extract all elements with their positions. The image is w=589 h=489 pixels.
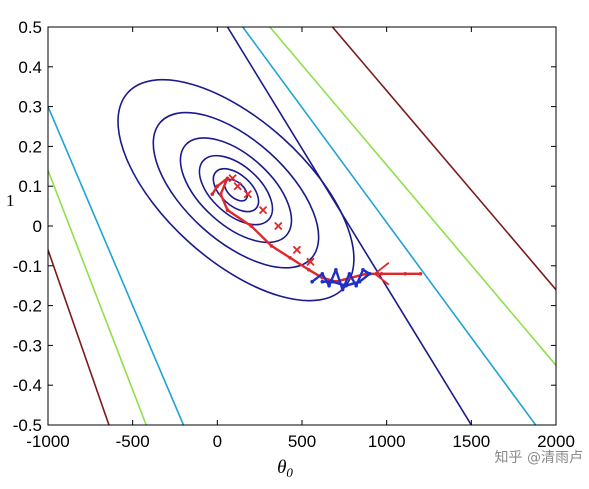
y-tick-label: 0.5 bbox=[18, 18, 42, 37]
path-point-1-0 bbox=[210, 192, 215, 196]
y-tick-label: -0.3 bbox=[13, 336, 42, 355]
contour-line-upper-right-6 bbox=[331, 27, 556, 291]
y-axis-label-fragment: 1 bbox=[6, 191, 15, 210]
contour-line-upper-right-5 bbox=[269, 27, 556, 366]
path-line-1 bbox=[211, 176, 422, 283]
path-point-1-1 bbox=[215, 184, 220, 188]
contour-ellipse-3 bbox=[179, 137, 293, 244]
y-axis-ticks: 0.5 0.4 0.3 0.2 0.1 0 -0.1 -0.2 -0.3 -0.4 -0.5 bbox=[13, 18, 556, 435]
y-tick-label: -0.5 bbox=[13, 416, 42, 435]
path-point-1-6 bbox=[269, 244, 274, 248]
x-tick-label: -500 bbox=[116, 432, 150, 451]
contour-line-lower-left-2 bbox=[48, 249, 110, 425]
x-tick-label: 2000 bbox=[537, 432, 575, 451]
x-axis-label: θ0 bbox=[277, 457, 293, 480]
path-point-2-7 bbox=[361, 267, 365, 272]
x-marker-3 bbox=[258, 205, 268, 215]
path-point-1-5 bbox=[249, 224, 253, 228]
path-point-1-4 bbox=[225, 208, 230, 212]
plot-background bbox=[48, 27, 556, 425]
contour-line-lower-left-0 bbox=[48, 106, 185, 425]
y-tick-label: 0.3 bbox=[18, 98, 42, 117]
contour-ellipse-2 bbox=[198, 154, 274, 226]
path-point-1-8 bbox=[306, 267, 311, 272]
x-marker-0 bbox=[228, 174, 237, 183]
x-tick-label: 1000 bbox=[368, 432, 406, 451]
path-point-2-5 bbox=[347, 271, 352, 276]
path-point-2-6 bbox=[354, 283, 358, 288]
x-tick-label: 1500 bbox=[452, 432, 490, 451]
x-tick-label: 0 bbox=[213, 432, 222, 451]
y-tick-label: 0.4 bbox=[18, 58, 42, 77]
y-tick-label: -0.1 bbox=[13, 257, 42, 276]
path-point-2-10 bbox=[344, 283, 348, 288]
contour-lines bbox=[48, 27, 556, 425]
path-point-2-2 bbox=[327, 283, 331, 288]
x-marker-1 bbox=[233, 182, 242, 191]
x-marker-5 bbox=[292, 245, 302, 255]
y-tick-label: 0.1 bbox=[18, 177, 42, 196]
contour-ellipse-4 bbox=[152, 111, 320, 269]
contour-line-upper-right-3 bbox=[226, 27, 473, 425]
path-point-1-2 bbox=[225, 176, 230, 181]
path-point-2-1 bbox=[320, 271, 325, 276]
x-tick-label: 500 bbox=[288, 432, 316, 451]
path-point-2-0 bbox=[310, 279, 314, 284]
path-point-2-8 bbox=[367, 271, 372, 276]
path-point-2-9 bbox=[357, 279, 362, 284]
path-point-2-12 bbox=[320, 279, 325, 284]
x-marker-2 bbox=[243, 190, 252, 199]
y-tick-label: -0.4 bbox=[13, 376, 42, 395]
contour-ellipse-1 bbox=[212, 167, 260, 213]
x-marker-6 bbox=[306, 257, 315, 266]
y-tick-label: 0.2 bbox=[18, 137, 42, 156]
start-arrow bbox=[374, 262, 421, 286]
y-tick-label: -0.2 bbox=[13, 297, 42, 316]
x-tick-label: -1000 bbox=[26, 432, 69, 451]
path-point-2-11 bbox=[330, 279, 335, 284]
contour-line-upper-right-4 bbox=[242, 27, 537, 425]
watermark: 知乎 @清雨卢 bbox=[494, 450, 583, 466]
contour-line-lower-left-1 bbox=[48, 169, 147, 425]
y-tick-label: 0 bbox=[33, 217, 42, 236]
path-point-2-4 bbox=[340, 287, 345, 292]
path-point-2-3 bbox=[334, 267, 338, 272]
optimization-paths bbox=[210, 174, 423, 292]
path-point-1-7 bbox=[288, 256, 292, 260]
path-point-1-3 bbox=[218, 192, 223, 196]
x-axis-ticks: -1000 -500 0 500 1000 1500 2000 bbox=[26, 27, 575, 451]
x-marker-4 bbox=[274, 221, 283, 231]
